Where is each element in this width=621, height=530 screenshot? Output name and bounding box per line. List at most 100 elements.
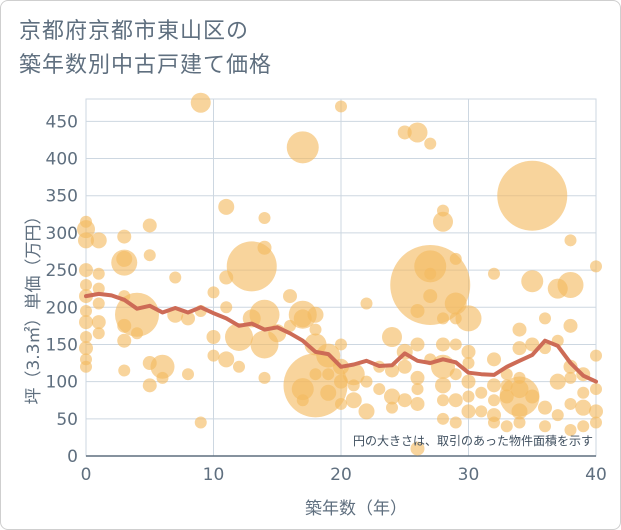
- bubble-point: [92, 267, 105, 280]
- bubble-point: [577, 386, 590, 399]
- bubble-point: [111, 249, 138, 276]
- y-tick-label: 150: [46, 335, 78, 355]
- bubble-point: [360, 297, 373, 310]
- bubble-point: [92, 327, 105, 340]
- bubble-point: [521, 270, 544, 293]
- bubble-point: [335, 338, 347, 351]
- bubble-point: [563, 359, 578, 374]
- bubble-point: [497, 160, 568, 231]
- bubble-point: [225, 323, 253, 351]
- bubble-point: [488, 394, 500, 407]
- bubble-point: [90, 232, 107, 249]
- y-axis-label: 坪（3.3㎡）単価（万円）: [24, 207, 44, 404]
- bubble-point: [382, 327, 402, 347]
- y-tick-label: 400: [46, 150, 78, 170]
- bubble-point: [590, 260, 602, 273]
- bubble-point: [436, 337, 450, 352]
- x-tick-label: 20: [330, 465, 352, 485]
- bubble-point: [424, 137, 437, 150]
- bubble-point: [407, 122, 428, 143]
- bubble-point: [347, 379, 360, 392]
- bubble-point: [233, 360, 245, 373]
- bubble-point: [448, 393, 463, 408]
- bubble-point: [513, 416, 526, 429]
- bubble-point: [181, 311, 195, 326]
- x-tick-label: 0: [81, 465, 92, 485]
- bubble-point: [218, 351, 235, 368]
- bubble-point: [564, 234, 577, 247]
- bubble-point: [437, 394, 449, 407]
- bubble-point: [307, 306, 324, 323]
- y-tick-label: 300: [46, 224, 78, 244]
- bubble-point: [373, 383, 386, 396]
- bubble-point: [115, 292, 159, 337]
- bubble-point: [322, 368, 335, 381]
- bubble-point: [539, 420, 551, 433]
- bubble-point: [342, 363, 365, 386]
- trend-line: [84, 291, 598, 384]
- bubble-point: [500, 368, 513, 381]
- bubble-point: [79, 341, 93, 356]
- x-axis-ticks: 0 10 20 30 40: [81, 465, 607, 485]
- bubble-point: [80, 278, 92, 291]
- bubble-point: [461, 344, 476, 359]
- bubble-point: [449, 252, 462, 265]
- bubble-point: [525, 389, 540, 404]
- y-axis-ticks: 0 50 100 150 200 250 300 350 400 450: [46, 112, 78, 467]
- bubble-point: [590, 383, 602, 396]
- bubble-point: [358, 403, 375, 420]
- bubble-point: [258, 212, 271, 224]
- bubble-point: [461, 374, 476, 389]
- y-tick-label: 350: [46, 187, 78, 207]
- bubble-point: [384, 388, 400, 405]
- bubble-point: [143, 249, 156, 262]
- bubble-point: [79, 263, 93, 278]
- bubble-point: [557, 271, 584, 298]
- bubble-point: [335, 397, 347, 410]
- y-tick-label: 100: [46, 373, 78, 393]
- bubble-point: [207, 286, 220, 299]
- bubble-point: [150, 354, 175, 379]
- bubble-point: [437, 412, 449, 425]
- bubble-point: [488, 267, 500, 280]
- bubble-point: [257, 240, 272, 255]
- bubble-point: [345, 392, 362, 409]
- bubble-point: [80, 215, 92, 228]
- bubble-point: [190, 92, 211, 113]
- bubble-point: [182, 368, 194, 381]
- bubble-point: [462, 357, 475, 370]
- bubble-point: [79, 315, 93, 330]
- bubble-point: [410, 337, 425, 352]
- bubble-point: [437, 312, 449, 325]
- bubble-point: [218, 198, 235, 215]
- bubble-point: [449, 416, 462, 429]
- bubble-point: [410, 396, 425, 411]
- bubble-point: [117, 229, 132, 244]
- bubble-point: [499, 376, 540, 417]
- bubble-point: [92, 282, 105, 295]
- bubble-point: [131, 327, 143, 340]
- bubble-point: [488, 416, 500, 429]
- bubble-point: [386, 401, 398, 414]
- bubble-point: [433, 211, 453, 232]
- bubble-point: [194, 416, 207, 429]
- bubble-point: [309, 323, 322, 336]
- bubble-point: [449, 368, 462, 381]
- bubble-point: [78, 232, 94, 249]
- bubble-point: [564, 423, 577, 436]
- chart-title-line-2: 築年数別中古戸建て価格: [19, 53, 273, 78]
- bubble-point: [258, 371, 271, 384]
- bubble-point: [500, 420, 513, 433]
- bubble-point: [475, 386, 488, 399]
- bubble-point: [117, 333, 132, 348]
- bubble-point: [449, 338, 462, 351]
- bubble-point: [487, 352, 501, 367]
- bubble-point: [539, 312, 551, 325]
- y-tick-label: 450: [46, 112, 78, 132]
- bubble-point: [435, 377, 451, 394]
- bubble-point: [538, 400, 552, 415]
- bubble-size-note: 円の大きさは、取引のあった物件面積を示す: [353, 433, 593, 448]
- bubble-point: [551, 409, 564, 422]
- bubble-point: [169, 271, 182, 284]
